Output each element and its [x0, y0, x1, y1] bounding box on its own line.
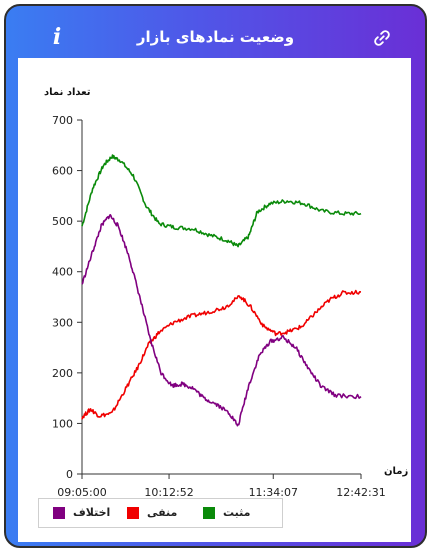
y-tick-label: 100 — [52, 417, 73, 430]
info-icon[interactable]: i — [52, 24, 62, 50]
link-icon[interactable] — [372, 28, 392, 48]
y-tick-label: 500 — [52, 215, 73, 228]
chart-axes: 0 100 200 300 400 500 600 700 09:05:00 10:12:52 11… — [52, 114, 386, 499]
x-axis-title: زمان — [384, 466, 408, 477]
legend-label-difference: اختلاف — [73, 506, 111, 519]
legend-swatch-positive — [203, 507, 215, 519]
header-bar: i وضعیت نمادهای بازار — [6, 6, 425, 58]
series-line-positive — [81, 154, 362, 248]
app-window: i وضعیت نمادهای بازار تعداد نماد زمان 0 1… — [4, 4, 427, 548]
y-tick-label: 200 — [52, 367, 73, 380]
chart-legend: مثبت منفی اختلاف — [38, 498, 283, 528]
page-title: وضعیت نمادهای بازار — [136, 28, 295, 46]
series-line-negative — [81, 289, 362, 420]
y-tick-label: 400 — [52, 266, 73, 279]
x-tick-label: 12:42:31 — [336, 486, 385, 499]
x-tick-label: 09:05:00 — [57, 486, 106, 499]
legend-item-positive[interactable]: مثبت — [203, 506, 275, 520]
series-line-difference — [81, 214, 362, 427]
y-tick-label: 600 — [52, 165, 73, 178]
legend-label-positive: مثبت — [223, 506, 251, 519]
legend-item-negative[interactable]: منفی — [127, 506, 197, 520]
x-tick-label: 10:12:52 — [144, 486, 193, 499]
y-tick-label: 300 — [52, 316, 73, 329]
legend-swatch-difference — [53, 507, 65, 519]
legend-label-negative: منفی — [147, 506, 178, 519]
chart-panel: تعداد نماد زمان 0 100 200 300 400 500 600 700 09… — [18, 58, 411, 542]
chart-series — [81, 154, 362, 427]
market-status-chart: تعداد نماد زمان 0 100 200 300 400 500 600 700 09… — [44, 87, 408, 499]
legend-swatch-negative — [127, 507, 139, 519]
legend-item-difference[interactable]: اختلاف — [53, 506, 125, 520]
y-tick-label: 700 — [52, 114, 73, 127]
y-axis-title: تعداد نماد — [44, 87, 91, 98]
y-tick-label: 0 — [66, 468, 73, 481]
x-tick-label: 11:34:07 — [249, 486, 298, 499]
